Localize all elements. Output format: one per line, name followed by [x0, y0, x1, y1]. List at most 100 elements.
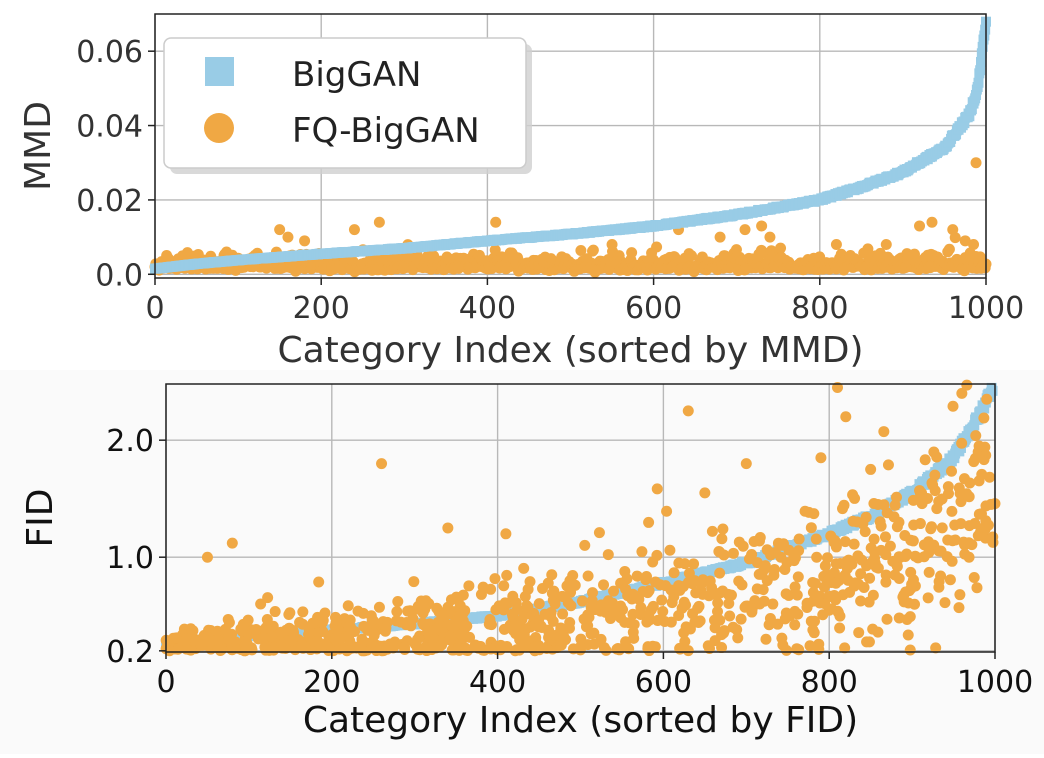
fqbiggan-point [542, 577, 554, 589]
biggan-point [964, 111, 975, 122]
fid-points [160, 379, 1001, 657]
fqbiggan-point [882, 459, 894, 471]
fqbiggan-point [287, 624, 299, 636]
fqbiggan-point [839, 536, 851, 548]
fqbiggan-point [402, 605, 414, 617]
fqbiggan-point [784, 610, 796, 622]
fqbiggan-point [373, 216, 385, 228]
fqbiggan-point [959, 235, 971, 247]
fqbiggan-point [284, 607, 296, 619]
fqbiggan-point [901, 548, 913, 560]
fqbiggan-point [919, 454, 931, 466]
fqbiggan-point [901, 614, 913, 626]
fqbiggan-point [902, 629, 914, 641]
fqbiggan-point [657, 606, 669, 618]
fqbiggan-point [313, 576, 325, 588]
fqbiggan-point [978, 412, 990, 424]
fqbiggan-point [579, 539, 591, 551]
fqbiggan-point [367, 636, 379, 648]
legend-fqbiggan-marker [204, 113, 234, 143]
fqbiggan-point [557, 608, 569, 620]
fqbiggan-point [564, 617, 576, 629]
fqbiggan-point [821, 552, 833, 564]
fqbiggan-point [171, 632, 183, 644]
fqbiggan-point [714, 567, 726, 579]
fqbiggan-point [769, 564, 781, 576]
fqbiggan-point [319, 638, 331, 650]
legend-biggan-marker [205, 57, 234, 86]
y-tick-label: 0.2 [106, 635, 154, 670]
fqbiggan-point [518, 562, 530, 574]
fqbiggan-point [713, 545, 725, 557]
fqbiggan-point [926, 216, 938, 228]
fqbiggan-point [735, 613, 747, 625]
fqbiggan-point [891, 491, 903, 503]
y-tick-label: 1.0 [106, 541, 154, 576]
fqbiggan-point [370, 645, 382, 657]
fqbiggan-point [417, 607, 429, 619]
fqbiggan-point [817, 609, 829, 621]
fqbiggan-point [884, 540, 896, 552]
fqbiggan-point [779, 563, 791, 575]
fqbiggan-point [431, 623, 443, 635]
fqbiggan-point [664, 544, 676, 556]
fqbiggan-point [555, 622, 567, 634]
fid-x-axis-label: Category Index (sorted by FID) [303, 700, 858, 741]
fqbiggan-point [242, 614, 254, 626]
fqbiggan-point [704, 575, 716, 587]
fqbiggan-point [793, 533, 805, 545]
fqbiggan-point [904, 644, 916, 656]
fqbiggan-point [834, 622, 846, 634]
fqbiggan-point [908, 248, 920, 260]
y-tick-label: 0.02 [76, 184, 143, 219]
fqbiggan-point [863, 636, 875, 648]
fqbiggan-point [732, 632, 744, 644]
fqbiggan-point [631, 570, 643, 582]
fqbiggan-point [727, 547, 739, 559]
fqbiggan-point [709, 622, 721, 634]
biggan-point [973, 414, 984, 425]
fqbiggan-point [978, 454, 990, 466]
fqbiggan-point [580, 621, 592, 633]
fqbiggan-point [687, 608, 699, 620]
fqbiggan-point [651, 549, 663, 561]
fqbiggan-point [813, 643, 825, 655]
x-tick-label: 400 [469, 665, 526, 700]
biggan-point [987, 385, 998, 396]
fqbiggan-point [880, 549, 892, 561]
fqbiggan-point [255, 598, 267, 610]
fqbiggan-point [968, 571, 980, 583]
fqbiggan-point [929, 469, 941, 481]
legend-biggan-label: BigGAN [292, 55, 421, 95]
fqbiggan-point [399, 641, 411, 653]
fqbiggan-point [541, 642, 553, 654]
fqbiggan-point [923, 566, 935, 578]
fqbiggan-point [853, 627, 865, 639]
fqbiggan-point [756, 566, 768, 578]
fqbiggan-point [626, 247, 638, 259]
fqbiggan-point [804, 640, 816, 652]
fqbiggan-point [922, 592, 934, 604]
fqbiggan-point [490, 216, 502, 228]
fqbiggan-point [582, 570, 594, 582]
fqbiggan-point [867, 589, 879, 601]
fqbiggan-point [837, 589, 849, 601]
legend-box [163, 37, 527, 169]
fqbiggan-point [651, 241, 663, 253]
fqbiggan-point [956, 387, 968, 399]
fqbiggan-point [673, 610, 685, 622]
fqbiggan-point [984, 471, 996, 483]
fqbiggan-point [602, 549, 614, 561]
fqbiggan-point [760, 633, 772, 645]
fqbiggan-point [682, 405, 694, 417]
mmd-axes-frame [154, 13, 987, 279]
fqbiggan-point [793, 644, 805, 656]
fqbiggan-point [643, 516, 655, 528]
fqbiggan-point [569, 579, 581, 591]
x-tick-label: 1000 [957, 665, 1033, 700]
fqbiggan-point [970, 157, 982, 169]
fqbiggan-point [716, 533, 728, 545]
fqbiggan-point [682, 645, 694, 657]
fqbiggan-point [972, 530, 984, 542]
